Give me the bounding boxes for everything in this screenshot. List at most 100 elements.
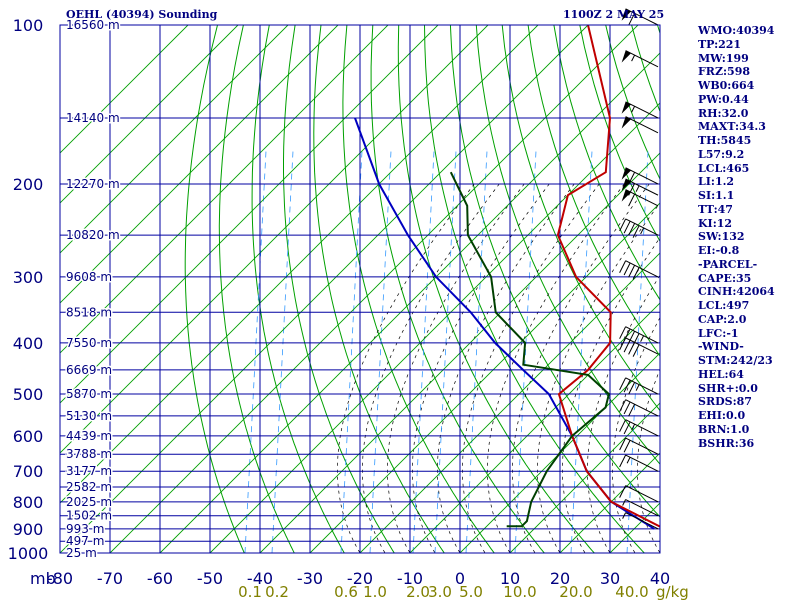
temperature-line [556, 25, 660, 528]
barb-staff [625, 512, 659, 530]
barb-full [619, 337, 627, 351]
isotherm [60, 25, 289, 254]
height-label: 14140 m [66, 111, 120, 125]
mixing-ratio-line [244, 149, 267, 553]
barb-full [632, 225, 640, 238]
barb-half [635, 384, 640, 391]
temp-tick-label: -40 [247, 569, 273, 588]
barb-full [619, 326, 627, 339]
mixing-ratio-label: 5.0 [459, 583, 483, 600]
barb-full [628, 193, 636, 207]
pressure-label: 100 [13, 16, 44, 35]
barb-half [635, 185, 640, 192]
pressure-label: 300 [13, 268, 44, 287]
moist-adiabat [462, 183, 600, 553]
barb-full [619, 485, 627, 498]
wind-barb [621, 50, 659, 68]
temp-tick-label: -10 [397, 569, 423, 588]
barb-full [623, 220, 631, 234]
height-label: 1502 m [66, 509, 112, 523]
isotherm [60, 25, 439, 404]
pressure-label: 400 [13, 334, 44, 353]
index-item: MW:199 [698, 51, 749, 65]
index-item: TT:47 [698, 202, 733, 216]
wind-barb [621, 8, 659, 26]
dry-adiabat [251, 25, 345, 553]
barb-half [640, 227, 645, 235]
index-item: SRDS:87 [698, 395, 752, 409]
pressure-label: 200 [13, 175, 44, 194]
index-item: LI:1.2 [698, 175, 735, 189]
isotherm [60, 25, 189, 154]
index-item: SHR+:0.0 [698, 381, 758, 395]
barb-staff [625, 218, 659, 236]
barb-staff [625, 419, 659, 437]
barb-pennant [621, 116, 631, 129]
wind-barb [619, 454, 659, 472]
wind-barbs [619, 8, 659, 530]
temp-axis-prefix: mb [30, 569, 56, 588]
plot-border [59, 24, 661, 554]
isotherm [409, 302, 660, 553]
pressure-label: 700 [13, 462, 44, 481]
temp-tick-label: 0 [455, 569, 465, 588]
index-item: L57:9.2 [698, 147, 745, 161]
barb-pennant [621, 50, 631, 63]
index-item: SW:132 [698, 230, 745, 244]
barb-full [628, 264, 636, 278]
moist-adiabat [562, 237, 660, 553]
mixing-ratio-label: 0.2 [265, 583, 289, 600]
isotherm [209, 102, 660, 553]
index-item: KI:12 [698, 216, 733, 230]
barb-half [631, 106, 636, 113]
mixing-ratio-label: 40.0 [615, 583, 648, 600]
temp-tick-label: 40 [650, 569, 670, 588]
barb-full [623, 401, 631, 415]
barb-full [628, 382, 636, 395]
moist-adiabat [487, 183, 625, 553]
dry-adiabat [342, 25, 495, 553]
wind-barb [621, 116, 659, 134]
height-label: 6669 m [66, 363, 112, 377]
barb-half [631, 423, 636, 431]
moist-adiabat [337, 183, 475, 553]
chart-time: 1100Z 2 MAY 25 [563, 8, 665, 21]
index-item: CINH:42064 [698, 285, 775, 299]
pressure-label: 1000 [8, 544, 49, 563]
mixing-ratio-line [434, 149, 457, 553]
barb-half [640, 335, 645, 342]
index-item: -PARCEL- [698, 257, 758, 271]
height-label: 2582 m [66, 480, 112, 494]
wind-barb [622, 499, 659, 517]
barb-full [623, 440, 631, 453]
barb-staff [625, 437, 659, 455]
mixing-ratio-line [271, 149, 294, 553]
wind-barb [619, 419, 659, 437]
mixing-ratio-label: 10.0 [503, 583, 536, 600]
isotherm [60, 25, 339, 304]
index-item: LCL:465 [698, 161, 750, 175]
barb-full [623, 262, 631, 276]
isotherm [60, 25, 239, 204]
temp-tick-label: -30 [297, 569, 323, 588]
isotherm [559, 452, 660, 553]
barb-full [619, 437, 627, 451]
index-item: CAPE:35 [698, 271, 752, 285]
isotherm [359, 252, 660, 553]
index-item: TH:5845 [698, 134, 752, 147]
mixing-ratio-unit: g/kg [656, 583, 689, 600]
barb-staff [625, 399, 659, 417]
index-item: EI:-0.8 [698, 244, 740, 257]
pressure-label: 500 [13, 385, 44, 404]
pressure-label: 600 [13, 427, 44, 446]
temp-tick-label: -60 [147, 569, 173, 588]
temp-tick-label: 30 [600, 569, 620, 588]
isotherm [159, 52, 660, 553]
isotherm [109, 25, 639, 553]
wind-barb [619, 377, 659, 395]
mixing-ratio-line [514, 149, 537, 553]
index-item: SI:1.1 [698, 189, 735, 202]
barb-pennant [621, 8, 631, 21]
